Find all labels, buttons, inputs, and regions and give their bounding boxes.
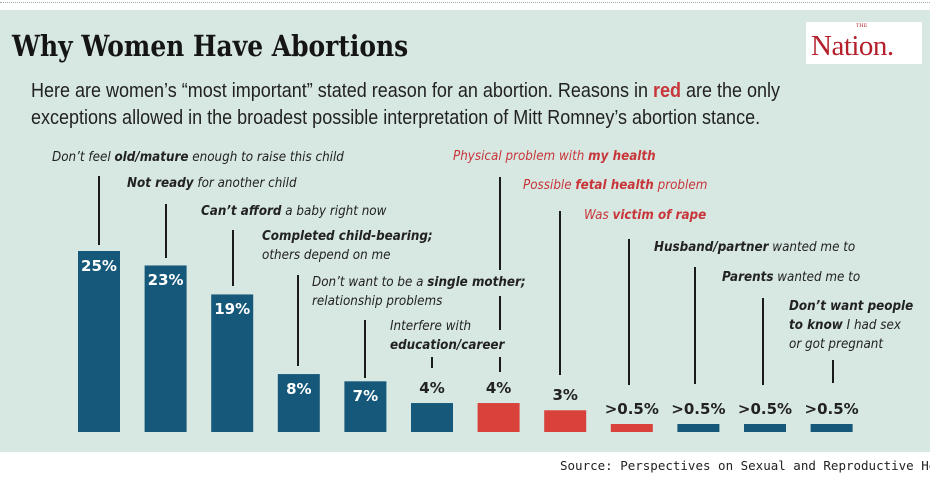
category-label: Husband/partner wanted me to <box>654 238 855 257</box>
bar-8 <box>544 410 587 432</box>
chart-title: Why Women Have Abortions <box>12 29 409 63</box>
logo-the: THE <box>856 23 868 29</box>
category-label: Possible fetal health problem <box>523 176 707 195</box>
value-label: >0.5% <box>671 400 726 418</box>
label-emphasis: Not ready <box>127 176 194 191</box>
subtitle-text: exceptions allowed in the broadest possi… <box>31 107 761 129</box>
category-label: Not ready for another child <box>127 174 297 193</box>
label-text: Physical problem with <box>453 149 589 164</box>
source-note: Source: Perspectives on Sexual and Repro… <box>560 458 930 473</box>
label-emphasis: single mother; <box>427 275 526 290</box>
subtitle-text: Here are women’s “most important” stated… <box>31 80 653 102</box>
label-text: wanted me to <box>768 240 856 255</box>
bar-3 <box>211 294 254 432</box>
bar-2 <box>144 265 187 432</box>
value-label: 4% <box>419 379 445 398</box>
chart-subtitle: Here are women’s “most important” stated… <box>31 78 780 132</box>
label-text: enough to raise this child <box>188 150 344 165</box>
label-emphasis: Parents <box>722 270 774 285</box>
label-emphasis: old/mature <box>114 150 189 165</box>
label-text: Don’t want to be a <box>312 275 428 290</box>
label-emphasis: victim of rape <box>612 208 707 223</box>
label-emphasis: Can’t afford <box>201 204 282 219</box>
label-text: others depend on me <box>262 248 391 263</box>
category-label: Parents wanted me to <box>722 268 860 287</box>
subtitle-red-word: red <box>652 80 681 102</box>
value-label: 19% <box>214 300 251 319</box>
label-text: Interfere with <box>390 319 472 334</box>
bar-7 <box>477 403 520 432</box>
label-text: relationship problems <box>312 294 443 309</box>
category-label: Don’t want people to know I had sex or got… <box>789 297 913 354</box>
label-emphasis: education/career <box>390 338 505 353</box>
category-label: Can’t afford a baby right now <box>201 202 386 221</box>
value-label: >0.5% <box>804 400 859 418</box>
bar-10 <box>677 424 720 432</box>
value-label: 7% <box>352 387 379 406</box>
label-text: problem <box>653 178 708 193</box>
category-label: Completed child-bearing; others depend on… <box>262 227 433 265</box>
nation-logo: THE Nation. <box>806 22 922 64</box>
label-text: Possible <box>523 178 576 193</box>
subtitle-text: are the only <box>680 80 781 102</box>
category-label: Physical problem with my health <box>453 147 656 166</box>
value-label: 4% <box>485 379 512 398</box>
label-text: I had sex <box>842 318 901 333</box>
label-emphasis: to know <box>789 318 843 333</box>
bar-1 <box>78 251 120 432</box>
value-label: >0.5% <box>737 400 793 418</box>
category-label: Don’t feel old/mature enough to raise th… <box>52 148 344 167</box>
label-text: wanted me to <box>773 270 861 285</box>
label-emphasis: Husband/partner <box>654 240 769 255</box>
value-label: 8% <box>286 380 312 399</box>
top-divider <box>0 2 930 3</box>
label-emphasis: Completed child-bearing; <box>262 229 433 244</box>
category-label: Don’t want to be a single mother; relatio… <box>312 273 526 311</box>
category-label: Interfere with education/career <box>390 317 504 355</box>
label-emphasis: Don’t want people <box>789 299 914 314</box>
label-text: Don’t feel <box>52 150 115 165</box>
label-text: or got pregnant <box>789 337 884 352</box>
label-text: for another child <box>193 176 297 191</box>
label-emphasis: my health <box>588 149 656 164</box>
value-label: 3% <box>552 386 578 405</box>
label-text: Was <box>584 208 613 223</box>
bar-11 <box>744 424 786 432</box>
bar-12 <box>810 424 853 432</box>
bar-5 <box>344 381 387 432</box>
label-emphasis: fetal health <box>575 178 654 193</box>
bar-6 <box>411 403 453 432</box>
value-label: 23% <box>147 271 184 290</box>
label-text: a baby right now <box>281 204 387 219</box>
logo-text: Nation. <box>811 30 894 62</box>
bar-4 <box>277 374 320 432</box>
category-label: Was victim of rape <box>584 206 706 225</box>
bar-9 <box>610 424 653 432</box>
value-label: 25% <box>81 257 117 275</box>
value-label: >0.5% <box>604 400 659 418</box>
